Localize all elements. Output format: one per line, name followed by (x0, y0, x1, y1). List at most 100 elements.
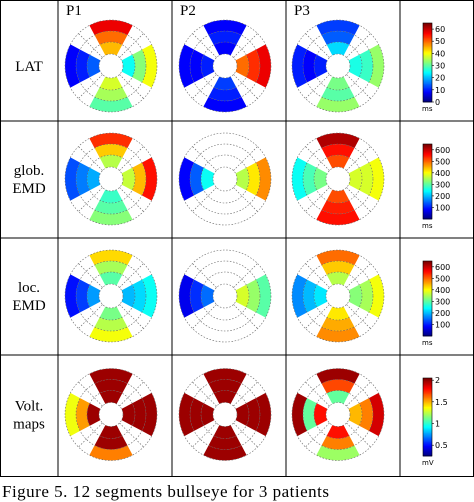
colorbar-step (423, 197, 432, 200)
segment-outer-right (141, 157, 158, 201)
segment-inner-bottom (326, 425, 350, 439)
colorbar-step (423, 398, 432, 401)
colorbar-step (423, 311, 432, 313)
colorbar-tick-label: 20 (435, 74, 445, 83)
colorbar-step (423, 274, 432, 277)
segment-inner-right (235, 54, 250, 78)
colorbar-step (423, 194, 432, 196)
colorbar-step (423, 23, 432, 25)
colorbar-step (423, 384, 432, 387)
segment-inner-bottom (326, 189, 350, 204)
segment-outer-right (141, 274, 158, 318)
colorbar-step (423, 326, 432, 328)
colorbar-step (423, 29, 432, 32)
guide-ring (212, 283, 238, 309)
colorbar-step (423, 308, 432, 311)
colorbar-step (423, 428, 432, 431)
colorbar-step (423, 98, 432, 100)
colorbar-step (423, 309, 432, 312)
segment-outer-left (291, 44, 308, 88)
colorbar-step (423, 378, 432, 380)
colorbar-step (423, 287, 432, 289)
colorbar-step (423, 48, 432, 50)
segment-middle-right (132, 49, 146, 83)
colorbar-tick-label: 0 (435, 98, 440, 107)
colorbar-step (423, 189, 432, 191)
colorbar-step (423, 263, 432, 266)
segment-middle-top (94, 261, 128, 275)
colorbar-tick-label: 500 (435, 157, 450, 166)
segment-inner-right (348, 403, 363, 426)
guide-ring (302, 30, 374, 102)
colorbar-step (423, 448, 432, 450)
segment-inner-top (326, 271, 350, 286)
segment-outer-left (291, 392, 308, 437)
colorbar-step (423, 424, 432, 427)
segment-inner-top (99, 271, 123, 286)
colorbar-step (423, 450, 432, 453)
colorbar-step (423, 161, 432, 164)
guide-spoke (233, 33, 258, 58)
guide-ring (86, 41, 136, 91)
guide-ring (291, 249, 385, 343)
guide-spoke (78, 381, 103, 407)
colorbar-step (423, 185, 432, 187)
colorbar-step (423, 316, 432, 318)
segment-outer-top (316, 249, 360, 266)
colorbar-border (422, 143, 433, 220)
segment-inner-left (313, 284, 328, 308)
colorbar-tick-label: 600 (435, 146, 450, 155)
segment-middle-right (359, 49, 373, 83)
colorbar-step (423, 149, 432, 151)
colorbar-step (423, 78, 432, 81)
colorbar-tick-label: 60 (435, 25, 445, 34)
guide-spoke (192, 304, 217, 329)
segment-inner-top (213, 41, 237, 56)
colorbar-step (423, 283, 432, 286)
colorbar-step (423, 405, 432, 407)
colorbar-step (423, 436, 432, 439)
colorbar-step (423, 397, 432, 400)
segment-outer-left (291, 274, 308, 318)
guide-ring (200, 154, 250, 204)
colorbar: 100 200 300 400 500 600 ms (422, 260, 450, 347)
colorbar-step (423, 323, 432, 326)
segment-inner-top (99, 390, 123, 404)
guide-spoke (119, 187, 144, 212)
segment-outer-top (316, 132, 360, 149)
segment-inner-top (326, 154, 350, 169)
guide-ring (98, 53, 124, 79)
bullseye-p3 (291, 19, 385, 113)
colorbar-step (423, 167, 432, 170)
guide-ring (98, 283, 124, 309)
segment-middle-bottom (321, 317, 355, 331)
colorbar-step (423, 34, 432, 37)
colorbar-step (423, 443, 432, 445)
guide-spoke (119, 146, 144, 171)
colorbar-step (423, 182, 432, 185)
colorbar-step (423, 324, 432, 327)
segment-outer-top (89, 249, 133, 266)
colorbar-step (423, 177, 432, 180)
column-header-p3: P3 (294, 3, 310, 19)
colorbar-step (423, 426, 432, 428)
segment-middle-left (190, 279, 204, 313)
colorbar-step (423, 293, 432, 296)
colorbar-step (423, 54, 432, 57)
colorbar-step (423, 279, 432, 282)
guide-spoke (346, 304, 371, 329)
colorbar-step (423, 277, 432, 279)
guide-spoke (346, 263, 371, 288)
segment-outer-right (141, 392, 158, 437)
colorbar-step (423, 58, 432, 61)
colorbar-step (423, 79, 432, 82)
segment-middle-left (303, 279, 317, 313)
colorbar-step (423, 90, 432, 92)
guide-spoke (78, 263, 103, 288)
colorbar-step (423, 169, 432, 171)
colorbar: 0.5 1 1.5 2 mV (422, 376, 448, 467)
bullseye-p1 (64, 368, 158, 461)
column-header-p1: P1 (66, 3, 82, 19)
colorbar-step (423, 87, 432, 90)
